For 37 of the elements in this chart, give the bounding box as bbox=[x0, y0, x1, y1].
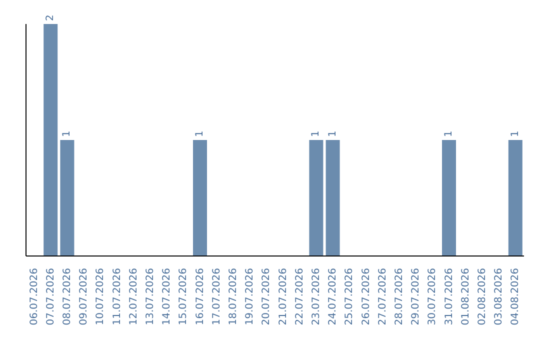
x-tick-label: 20.07.2026 bbox=[261, 268, 272, 326]
x-tick-label: 11.07.2026 bbox=[112, 268, 123, 326]
x-tick-label: 06.07.2026 bbox=[28, 268, 40, 326]
x-tick-label: 14.07.2026 bbox=[162, 268, 173, 326]
x-tick-label: 02.08.2026 bbox=[477, 268, 488, 326]
x-tick-label: 29.07.2026 bbox=[410, 268, 422, 326]
x-tick-label: 23.07.2026 bbox=[311, 268, 322, 326]
data-label: 1 bbox=[510, 130, 521, 137]
data-label: 2 bbox=[45, 14, 56, 21]
data-label: 1 bbox=[327, 130, 338, 137]
x-tick-label: 12.07.2026 bbox=[128, 268, 140, 326]
x-tick-label: 09.07.2026 bbox=[78, 268, 90, 326]
x-tick-label: 13.07.2026 bbox=[145, 268, 156, 326]
data-label: 1 bbox=[444, 130, 454, 137]
x-tick-label: 03.08.2026 bbox=[494, 268, 505, 326]
x-tick-label: 30.07.2026 bbox=[427, 268, 438, 326]
x-tick-label: 24.07.2026 bbox=[328, 268, 339, 326]
x-tick-label: 10.07.2026 bbox=[95, 268, 106, 326]
data-label: 1 bbox=[310, 130, 322, 137]
data-label: 1 bbox=[62, 130, 73, 137]
x-tick-label: 07.07.2026 bbox=[45, 268, 56, 326]
x-tick-label: 28.07.2026 bbox=[394, 268, 405, 326]
x-tick-label: 18.07.2026 bbox=[228, 268, 239, 326]
x-tick-label: 08.07.2026 bbox=[62, 268, 73, 326]
x-tick-label: 17.07.2026 bbox=[211, 268, 222, 326]
x-tick-label: 27.07.2026 bbox=[377, 268, 388, 326]
x-tick-label: 15.07.2026 bbox=[178, 268, 190, 326]
x-tick-label: 22.07.2026 bbox=[294, 268, 306, 326]
x-tick-label: 25.07.2026 bbox=[344, 268, 356, 326]
data-label: 1 bbox=[194, 130, 206, 137]
x-tick-label: 26.07.2026 bbox=[360, 268, 372, 326]
x-tick-label: 01.08.2026 bbox=[460, 268, 472, 326]
x-tick-label: 04.08.2026 bbox=[510, 268, 522, 326]
x-tick-label: 31.07.2026 bbox=[444, 268, 455, 326]
x-tick-label: 21.07.2026 bbox=[278, 268, 289, 326]
x-tick-label: 16.07.2026 bbox=[194, 268, 206, 326]
x-tick-label: 19.07.2026 bbox=[244, 268, 256, 326]
